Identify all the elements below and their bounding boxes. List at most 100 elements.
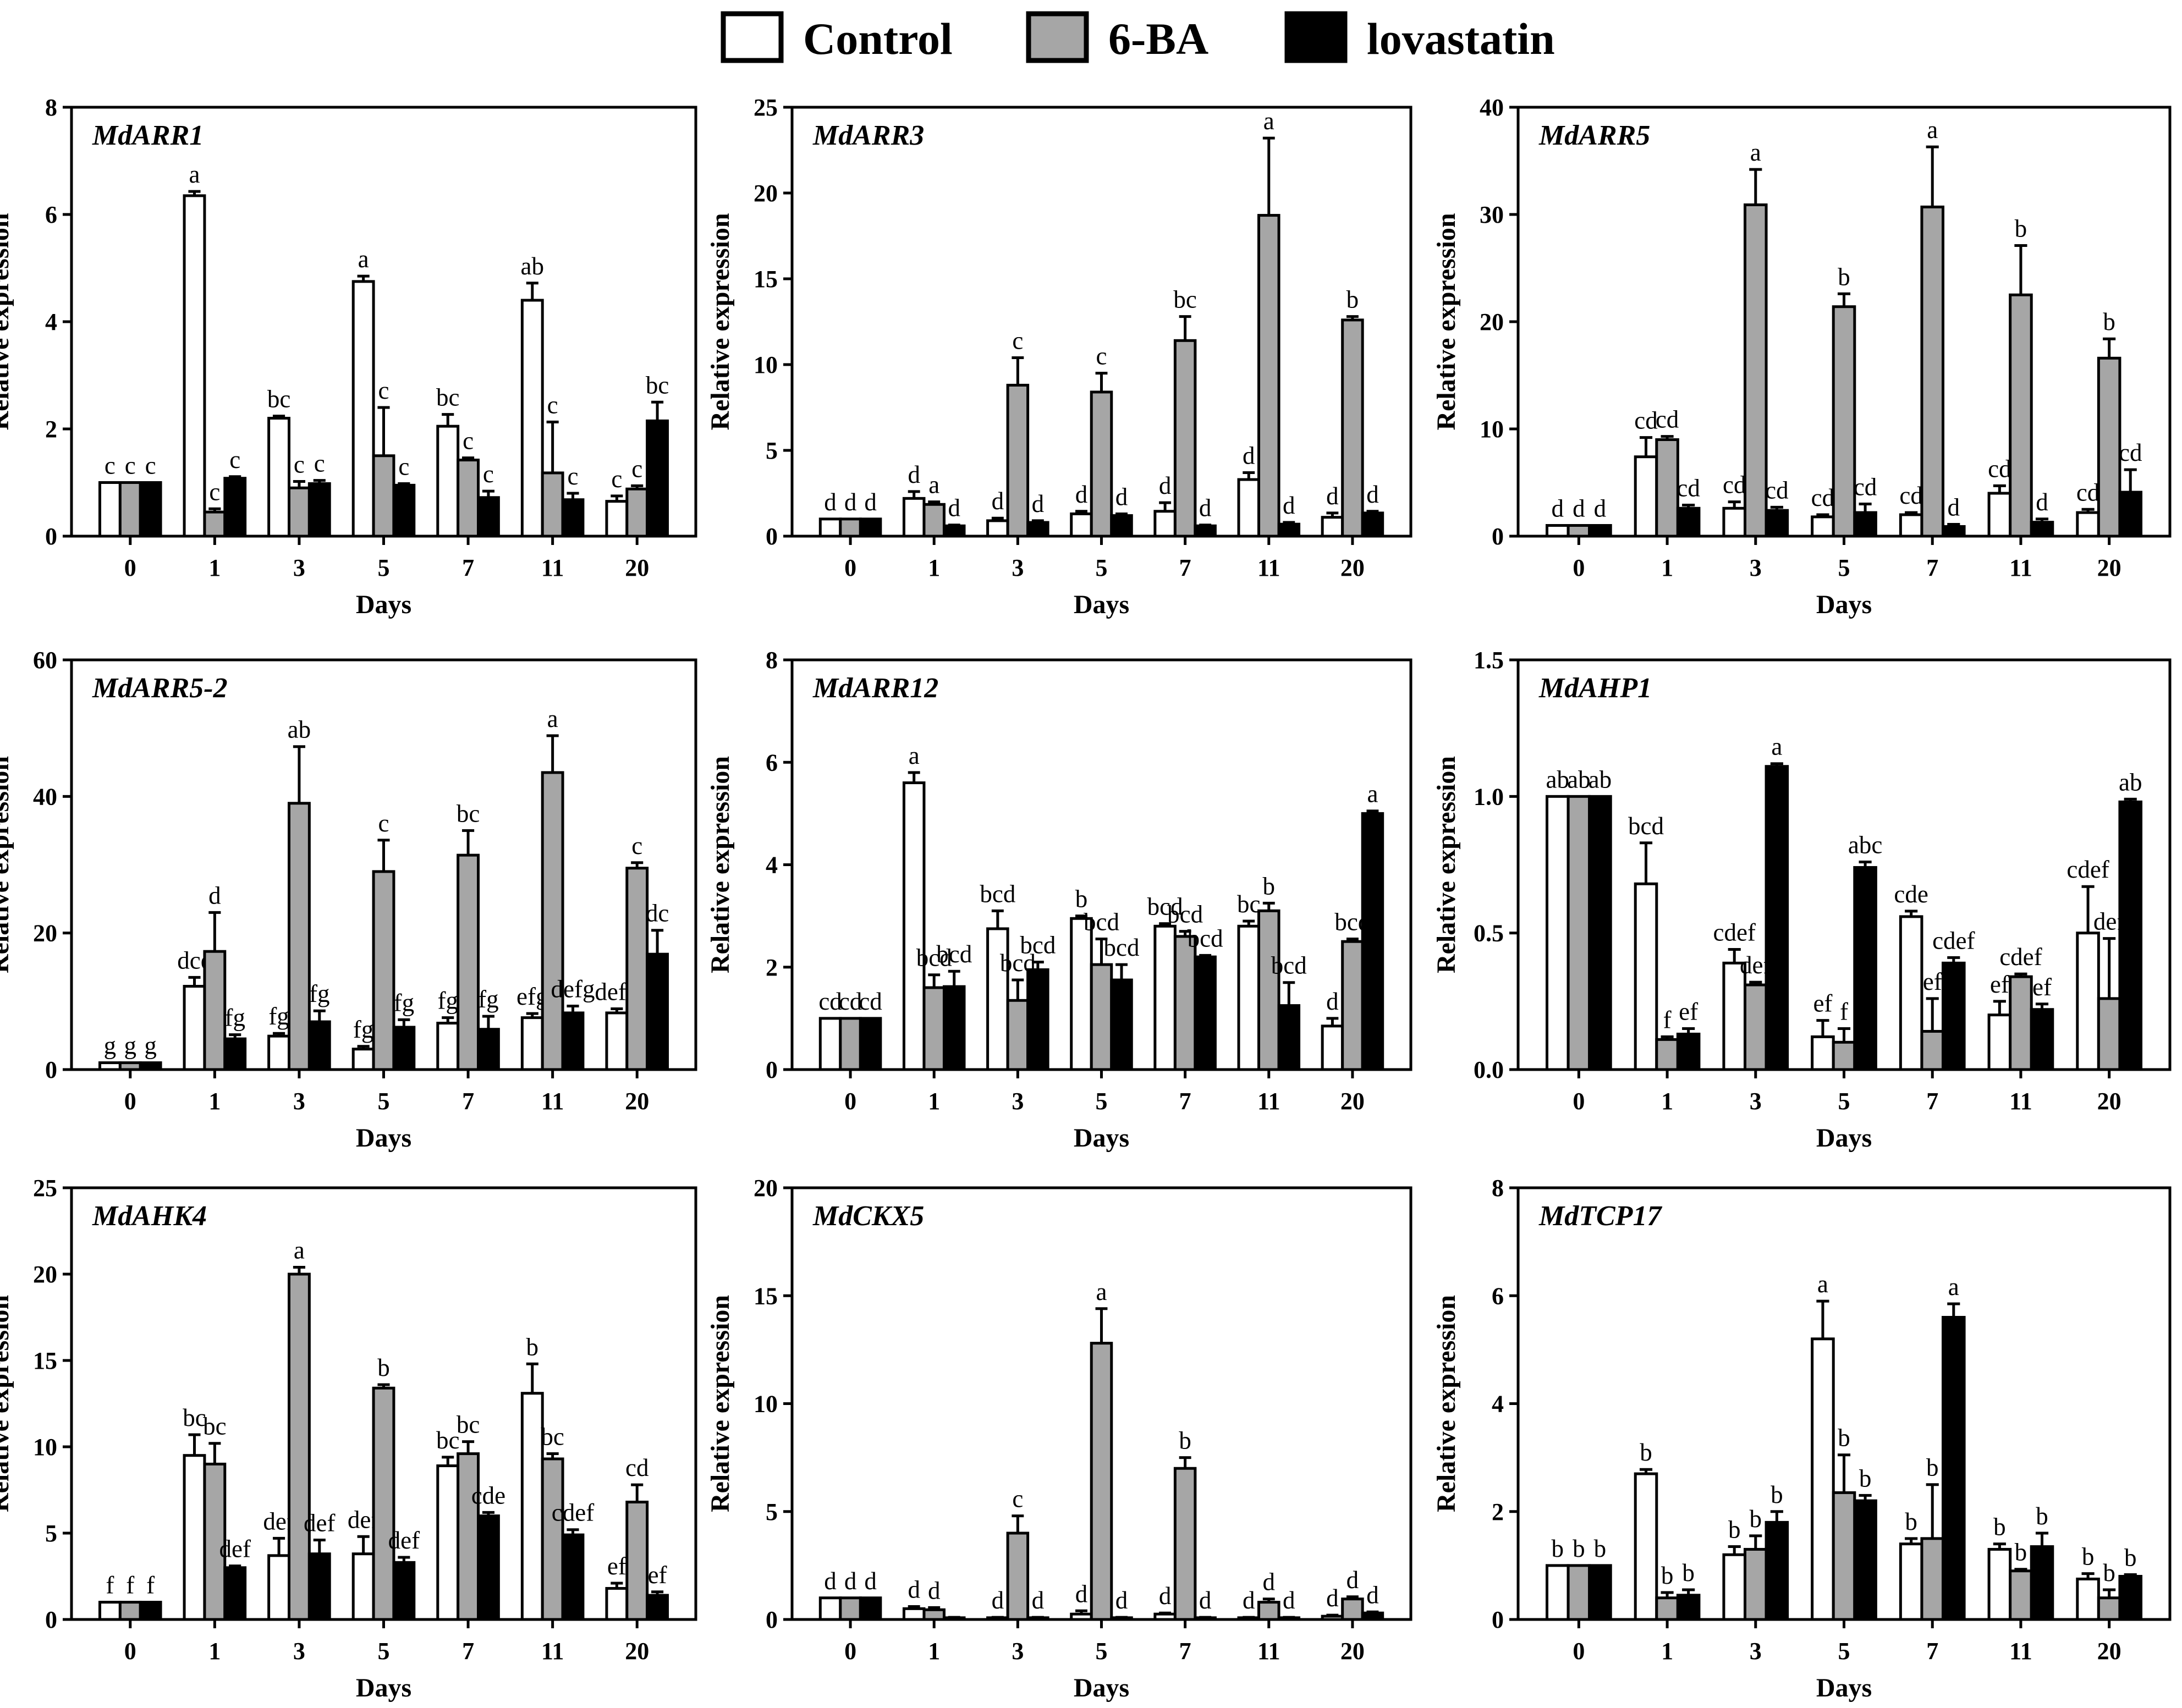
mdckx5-significance-letter: c xyxy=(1012,1485,1023,1513)
mdckx5-significance-letter: d xyxy=(844,1567,857,1595)
mdarr12-bar-lovastatin-day-7 xyxy=(1194,955,1217,1071)
mdarr5-2-significance-letter: d xyxy=(208,881,221,909)
mdckx5-x-tick-label: 0 xyxy=(844,1638,856,1665)
mdarr12-y-tick-label: 8 xyxy=(766,647,778,674)
mdahk4-significance-letter: cd xyxy=(625,1454,648,1481)
mdckx5-significance-letter: d xyxy=(1346,1566,1359,1594)
mdtcp17-significance-letter: b xyxy=(2082,1543,2095,1571)
mdarr3-y-tick-label: 5 xyxy=(766,437,778,464)
mdarr3-significance-letter: d xyxy=(948,494,960,522)
mdckx5-x-axis-label: Days xyxy=(1074,1673,1129,1703)
mdarr5-2-y-tick-label: 0 xyxy=(45,1056,57,1083)
mdtcp17-bar-lovastatin-day-1 xyxy=(1676,1594,1701,1621)
mdarr5-bar-6-ba-day-3 xyxy=(1744,203,1768,538)
mdarr1-significance-letter: c xyxy=(568,462,579,490)
mdahp1-significance-letter: ef xyxy=(1813,990,1832,1017)
mdahk4-x-tick-label: 20 xyxy=(625,1638,649,1665)
mdtcp17-bar-lovastatin-day-20 xyxy=(2118,1575,2142,1621)
mdahk4-bar-6-ba-day-20 xyxy=(625,1500,649,1621)
mdtcp17-significance-letter: b xyxy=(2015,1539,2027,1566)
mdarr12-bar-lovastatin-day-11 xyxy=(1277,1004,1301,1071)
mdarr5-y-tick-label: 20 xyxy=(1480,308,1504,335)
mdarr5-bar-6-ba-day-7 xyxy=(1920,205,1944,538)
mdarr5-2-x-tick-label: 7 xyxy=(462,1088,474,1115)
mdarr5-2-significance-letter: fg xyxy=(437,987,458,1015)
mdarr5-2-x-tick-label: 0 xyxy=(124,1088,136,1115)
mdarr5-2-bar-6-ba-day-7 xyxy=(457,853,480,1071)
mdarr5-bar-6-ba-day-1 xyxy=(1655,438,1679,538)
mdckx5-bar-6-ba-day-1 xyxy=(922,1608,946,1621)
mdarr12-y-axis-label: Relative expression xyxy=(706,756,735,973)
mdtcp17-significance-letter: b xyxy=(1838,1424,1850,1452)
mdarr1-bar-lovastatin-day-7 xyxy=(477,496,500,538)
mdarr3-y-tick-label: 10 xyxy=(754,351,778,378)
mdahp1-significance-letter: bcd xyxy=(1628,812,1664,840)
mdarr1-bar-control-day-20 xyxy=(605,500,629,538)
mdtcp17-bar-lovastatin-day-3 xyxy=(1765,1520,1789,1621)
mdarr3-bar-lovastatin-day-0 xyxy=(859,517,882,538)
mdtcp17-x-tick-label: 1 xyxy=(1661,1638,1673,1665)
mdckx5-bar-control-day-1 xyxy=(902,1607,926,1621)
mdckx5-significance-letter: d xyxy=(1263,1568,1276,1596)
mdahk4-significance-letter: bc xyxy=(436,1426,459,1454)
mdarr5-2-panel-title: MdARR5-2 xyxy=(92,673,228,704)
mdahp1-bar-lovastatin-day-11 xyxy=(2030,1008,2054,1071)
mdarr3-bar-control-day-3 xyxy=(986,519,1009,538)
mdarr5-bar-control-day-7 xyxy=(1899,513,1923,538)
mdahp1-bar-lovastatin-day-20 xyxy=(2118,800,2142,1071)
mdarr1-significance-letter: bc xyxy=(267,385,290,413)
mdarr5-2-significance-letter: g xyxy=(104,1032,117,1060)
mdarr12-significance-letter: bcd xyxy=(980,880,1015,907)
mdahk4-y-tick-label: 15 xyxy=(33,1347,57,1374)
mdarr12-significance-letter: bcd xyxy=(1188,924,1223,952)
mdahk4-bar-control-day-7 xyxy=(436,1464,460,1621)
legend-swatch-6-ba xyxy=(1026,11,1089,63)
mdarr12-significance-letter: d xyxy=(1326,988,1339,1015)
mdarr12-significance-letter: b xyxy=(1075,885,1088,913)
mdarr5-significance-letter: d xyxy=(1552,495,1564,522)
mdarr3-significance-letter: bc xyxy=(1173,286,1196,313)
mdarr1-significance-letter: c xyxy=(314,450,325,477)
mdahp1-bar-control-day-3 xyxy=(1722,961,1746,1071)
mdahp1-bar-control-day-20 xyxy=(2076,932,2100,1071)
mdarr3-bar-control-day-20 xyxy=(1321,516,1344,538)
mdarr3-bar-control-day-1 xyxy=(902,497,926,538)
mdarr12-significance-letter: cd xyxy=(818,988,842,1015)
legend: Control 6-BA lovastatin xyxy=(721,11,1555,64)
mdarr5-2-bar-6-ba-day-20 xyxy=(625,867,649,1071)
mdarr3-significance-letter: d xyxy=(1199,494,1212,522)
mdarr1-bar-6-ba-day-5 xyxy=(372,454,395,538)
mdarr3-x-axis-label: Days xyxy=(1074,590,1129,619)
legend-label-control: Control xyxy=(803,14,953,64)
mdahp1-bar-6-ba-day-5 xyxy=(1832,1040,1856,1071)
mdtcp17-bar-control-day-1 xyxy=(1634,1472,1658,1621)
mdtcp17-bar-6-ba-day-0 xyxy=(1567,1564,1591,1621)
mdtcp17-significance-letter: b xyxy=(1552,1535,1564,1562)
mdtcp17-x-tick-label: 3 xyxy=(1750,1638,1762,1665)
mdahp1-significance-letter: f xyxy=(1840,998,1848,1026)
mdahk4-significance-letter: f xyxy=(146,1572,155,1599)
mdarr3-bar-lovastatin-day-7 xyxy=(1194,524,1217,538)
mdahp1-significance-letter: a xyxy=(1771,733,1782,761)
mdahp1-x-tick-label: 20 xyxy=(2097,1088,2121,1115)
mdarr5-bar-lovastatin-day-11 xyxy=(2030,521,2054,538)
mdahp1-significance-letter: ab xyxy=(1546,765,1569,793)
mdarr12-bar-control-day-0 xyxy=(818,1017,842,1071)
mdarr3-x-tick-label: 3 xyxy=(1012,554,1024,581)
mdckx5-x-tick-label: 20 xyxy=(1340,1638,1365,1665)
mdarr12-bar-control-day-5 xyxy=(1070,917,1093,1071)
mdahk4-bar-6-ba-day-0 xyxy=(118,1601,142,1621)
mdtcp17-x-tick-label: 7 xyxy=(1926,1638,1938,1665)
mdarr5-significance-letter: cd xyxy=(1677,474,1700,502)
mdarr3-y-tick-label: 0 xyxy=(766,523,778,550)
mdarr5-2-bar-control-day-1 xyxy=(183,985,206,1071)
mdarr3-significance-letter: d xyxy=(992,487,1004,515)
mdarr1-significance-letter: c xyxy=(547,391,558,418)
mdarr5-2-bar-6-ba-day-5 xyxy=(372,870,395,1071)
mdahp1-significance-letter: ef xyxy=(1923,968,1942,995)
mdarr3-bar-control-day-11 xyxy=(1237,478,1261,538)
mdarr5-2-bar-lovastatin-day-0 xyxy=(139,1061,162,1071)
mdarr3-bar-control-day-0 xyxy=(818,517,842,538)
